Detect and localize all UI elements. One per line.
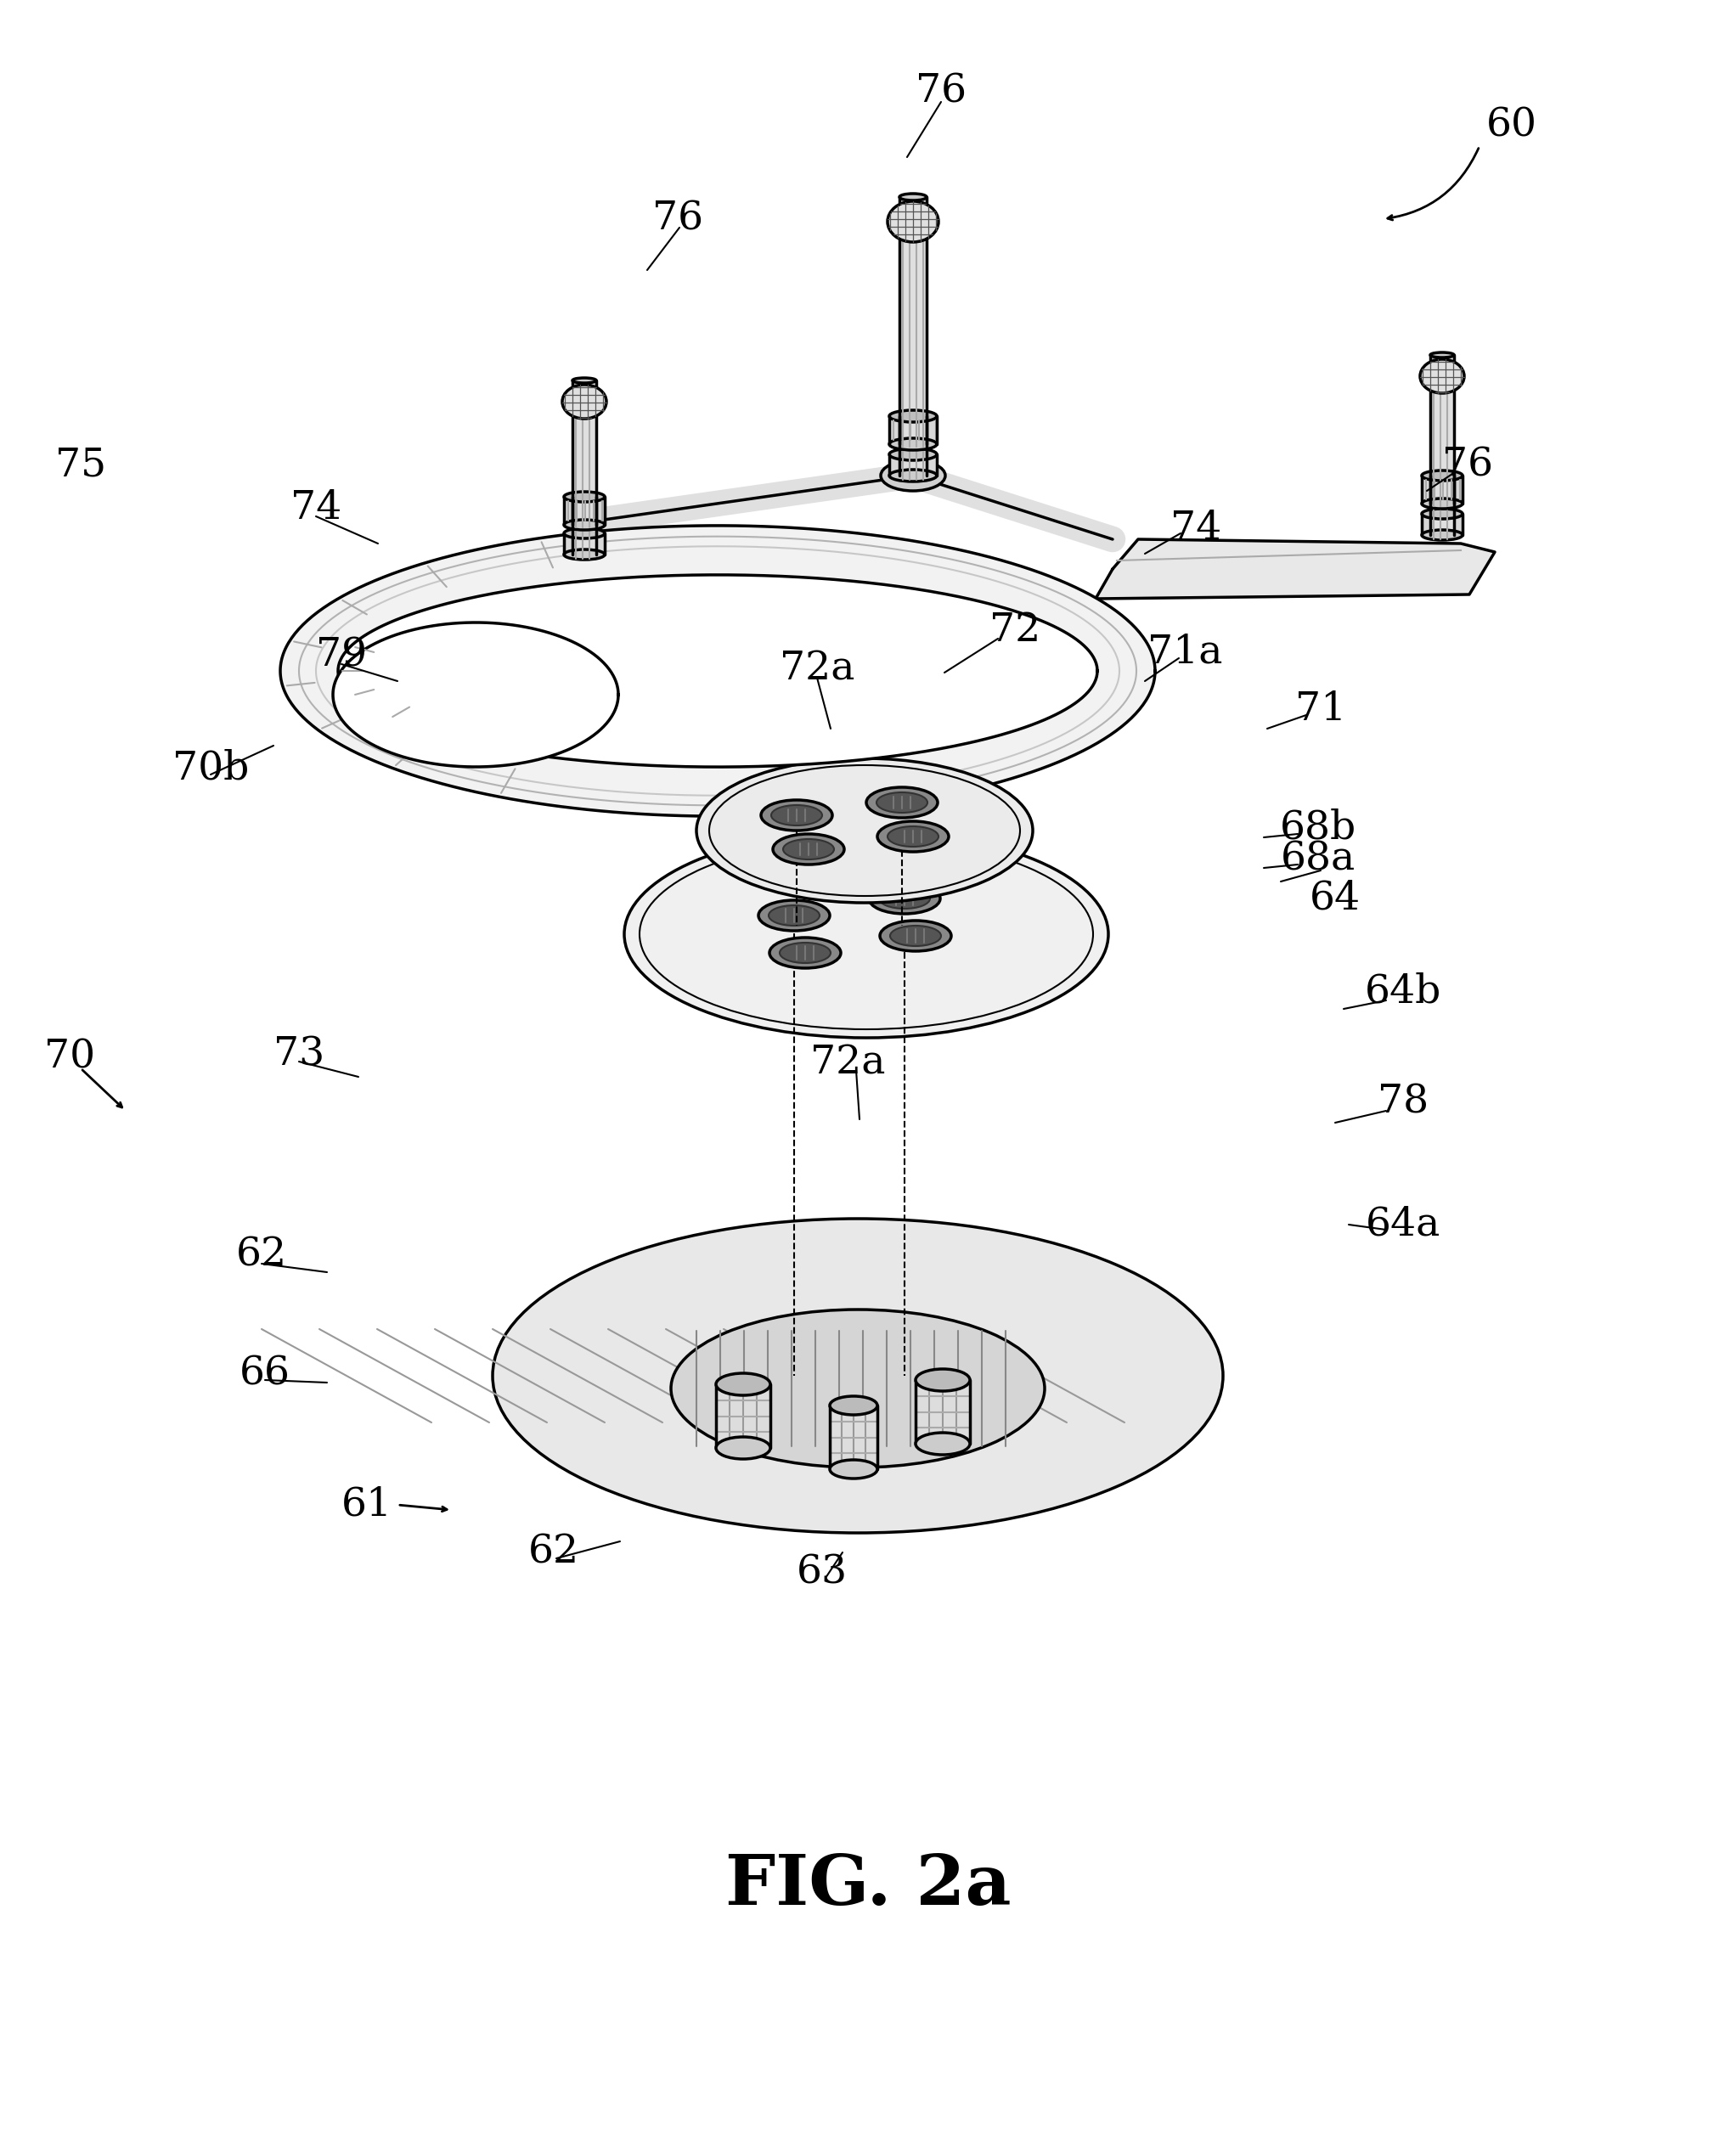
Ellipse shape (639, 839, 1094, 1029)
Ellipse shape (771, 805, 823, 826)
Ellipse shape (866, 788, 937, 818)
Text: 72a: 72a (779, 649, 854, 687)
Ellipse shape (710, 764, 1021, 897)
Polygon shape (339, 574, 1097, 766)
Text: 74: 74 (290, 489, 342, 527)
Text: 76: 76 (915, 73, 967, 111)
Text: 68b: 68b (1279, 809, 1356, 848)
Text: 79: 79 (316, 636, 366, 675)
Ellipse shape (759, 901, 830, 931)
Text: 76: 76 (1443, 446, 1493, 485)
Ellipse shape (769, 937, 840, 967)
Ellipse shape (891, 927, 941, 946)
Ellipse shape (562, 384, 606, 418)
Polygon shape (333, 623, 618, 766)
Ellipse shape (1420, 359, 1463, 393)
Text: 61: 61 (342, 1486, 392, 1524)
Text: FIG. 2a: FIG. 2a (726, 1851, 1010, 1919)
Ellipse shape (493, 1219, 1224, 1533)
Ellipse shape (564, 519, 604, 529)
Ellipse shape (889, 448, 937, 461)
Polygon shape (1430, 354, 1455, 504)
Ellipse shape (696, 758, 1033, 903)
Ellipse shape (830, 1396, 877, 1416)
Ellipse shape (564, 527, 604, 538)
Polygon shape (564, 497, 604, 525)
Ellipse shape (887, 826, 939, 848)
Text: 64b: 64b (1364, 974, 1441, 1012)
Text: 64a: 64a (1366, 1206, 1441, 1245)
Ellipse shape (889, 410, 937, 423)
Polygon shape (899, 196, 927, 444)
Polygon shape (573, 380, 595, 525)
Text: 66: 66 (240, 1356, 290, 1394)
Ellipse shape (1422, 529, 1462, 540)
Ellipse shape (889, 470, 937, 483)
Ellipse shape (1430, 352, 1455, 357)
Text: 62: 62 (528, 1533, 580, 1571)
Ellipse shape (899, 194, 927, 201)
Ellipse shape (715, 1373, 771, 1396)
Ellipse shape (887, 201, 939, 241)
Text: 68a: 68a (1281, 841, 1356, 880)
Text: 74: 74 (1170, 508, 1222, 547)
Ellipse shape (880, 920, 951, 952)
Ellipse shape (880, 461, 946, 491)
Polygon shape (915, 1379, 970, 1443)
Text: 72: 72 (990, 611, 1040, 649)
Ellipse shape (889, 438, 937, 450)
Text: 70: 70 (43, 1038, 95, 1076)
Text: 62: 62 (236, 1236, 286, 1275)
Polygon shape (1095, 540, 1495, 598)
Ellipse shape (830, 1460, 877, 1480)
Text: 70b: 70b (172, 749, 248, 788)
Polygon shape (564, 534, 604, 555)
Ellipse shape (670, 1309, 1045, 1467)
Polygon shape (573, 497, 595, 555)
Text: 60: 60 (1486, 107, 1538, 145)
Ellipse shape (915, 1433, 970, 1454)
Polygon shape (279, 525, 1154, 816)
Ellipse shape (877, 792, 927, 813)
Polygon shape (830, 1405, 877, 1469)
Ellipse shape (564, 549, 604, 559)
Ellipse shape (773, 835, 844, 865)
Polygon shape (1422, 515, 1462, 536)
Text: 72a: 72a (811, 1044, 885, 1082)
Ellipse shape (877, 822, 948, 852)
Polygon shape (1430, 476, 1455, 536)
Text: 75: 75 (56, 446, 106, 485)
Polygon shape (1422, 476, 1462, 504)
Ellipse shape (625, 831, 1108, 1038)
Text: 76: 76 (653, 201, 703, 239)
Ellipse shape (779, 944, 830, 963)
Ellipse shape (564, 491, 604, 502)
Text: 64: 64 (1309, 880, 1361, 918)
Ellipse shape (868, 884, 941, 914)
Ellipse shape (915, 1369, 970, 1392)
Polygon shape (899, 416, 927, 476)
Text: 73: 73 (273, 1035, 325, 1074)
Text: 78: 78 (1378, 1082, 1429, 1121)
Ellipse shape (1422, 508, 1462, 519)
Polygon shape (715, 1383, 771, 1448)
Ellipse shape (769, 905, 819, 927)
Ellipse shape (878, 888, 930, 910)
Ellipse shape (573, 378, 595, 382)
Polygon shape (889, 455, 937, 476)
Text: 71a: 71a (1147, 632, 1222, 670)
Ellipse shape (783, 839, 833, 860)
Ellipse shape (760, 801, 832, 831)
Ellipse shape (715, 1437, 771, 1458)
Ellipse shape (1422, 470, 1462, 480)
Polygon shape (889, 416, 937, 444)
Text: 71: 71 (1295, 690, 1347, 728)
Ellipse shape (1422, 497, 1462, 508)
Text: 63: 63 (797, 1554, 847, 1593)
